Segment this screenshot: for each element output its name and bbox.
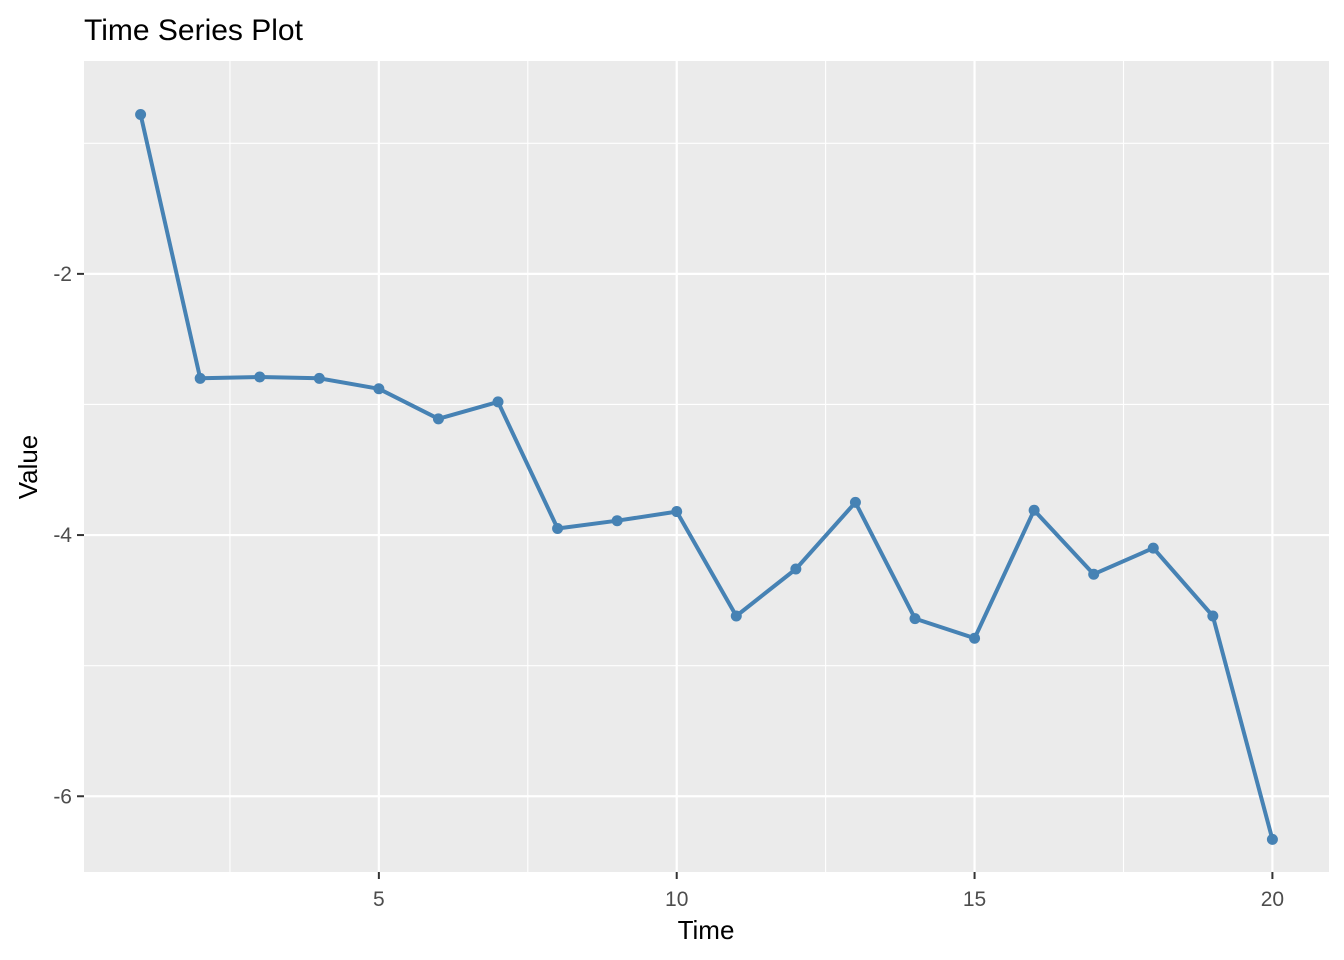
data-point [671,506,683,518]
series-line [138,112,1275,842]
data-point [1028,504,1040,516]
data-point [849,496,861,508]
data-point [254,371,266,383]
data-point [790,563,802,575]
tick-labels: 5 10 15 20 -2 -4 -6 [53,263,1284,911]
y-tick-label: -2 [53,263,72,286]
data-point [313,372,325,384]
x-tick-label: 15 [963,888,986,911]
data-point [194,372,206,384]
y-tick-label: -6 [53,785,72,808]
axis-ticks [77,272,1274,879]
data-point [909,613,921,625]
data-point [552,523,564,535]
data-point [492,396,504,408]
data-point [1147,542,1159,554]
x-tick-label: 10 [665,888,688,911]
data-point [1207,610,1219,622]
chart-title: Time Series Plot [84,14,304,47]
minor-gridlines [84,61,1329,872]
plot-panel [84,61,1329,872]
y-axis-title: Value [13,435,43,500]
y-tick-label: -4 [53,524,72,547]
major-gridlines [84,61,1329,872]
data-point [432,413,444,425]
data-point [730,610,742,622]
data-point [1088,568,1100,580]
series-layer [135,109,1278,845]
x-axis-title: Time [678,915,735,945]
data-point [135,109,147,121]
data-point [1266,833,1278,845]
x-tick-label: 5 [373,888,385,911]
x-tick-label: 20 [1261,888,1284,911]
data-point [611,515,623,527]
data-point [373,383,385,395]
data-point [969,632,981,644]
